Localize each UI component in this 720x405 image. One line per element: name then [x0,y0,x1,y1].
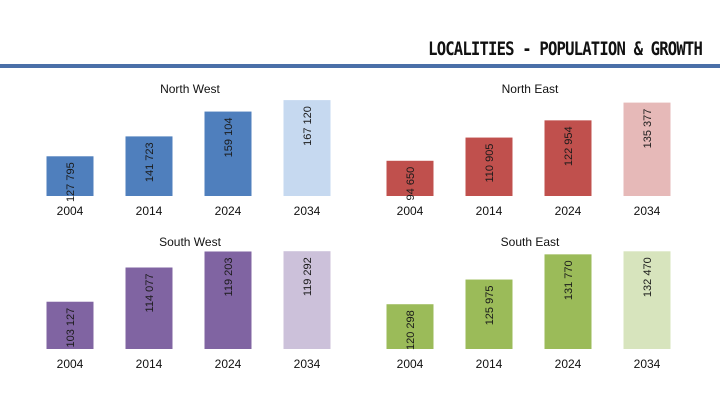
value-label: 119 203 [223,257,235,296]
chart-south-west-svg: 103 127 2004 114 077 2014 119 203 2024 119 292… [46,251,331,371]
value-label: 132 470 [642,257,654,297]
category-label: 2014 [136,357,163,371]
value-label: 127 795 [65,162,77,202]
bar-2034 [623,251,671,349]
value-label: 167 120 [302,106,314,146]
value-label: 141 723 [144,142,156,182]
bar-2004 [386,160,434,196]
page-title: LOCALITIES - POPULATION & GROWTH [428,38,703,60]
value-label: 159 104 [223,118,235,158]
chart-south-east-svg: 120 298 2004 125 975 2014 131 770 2024 132 470… [386,251,671,371]
category-label: 2014 [476,357,503,371]
bar-2004 [386,304,434,349]
category-label: 2004 [397,204,424,218]
bar-2014 [125,267,173,349]
chart-title: North West [160,82,220,96]
bar-2024 [544,120,592,196]
value-label: 119 292 [302,257,314,296]
chart-north-west-svg: 127 795 2004 141 723 2014 159 104 2024 167 120… [46,100,331,218]
category-label: 2034 [294,204,321,218]
bar-2034 [283,251,331,349]
bar-2024 [204,111,252,196]
bar-2024 [204,251,252,349]
chart-title: South East [500,235,560,249]
category-label: 2014 [136,204,163,218]
category-label: 2034 [634,357,661,371]
category-label: 2034 [634,204,661,218]
title-divider [0,64,720,68]
bar-2014 [465,279,513,349]
category-label: 2024 [555,204,582,218]
value-label: 125 975 [484,286,496,326]
value-label: 131 770 [563,260,575,300]
value-label: 103 127 [65,308,77,348]
category-label: 2004 [397,357,424,371]
category-label: 2024 [555,357,582,371]
bar-2034 [623,102,671,196]
chart-north-west: North West 127 795 2004 141 723 2014 159 104… [30,82,350,232]
chart-north-east-svg: 94 650 2004 110 905 2014 122 954 2024 135 377 2… [386,102,671,218]
value-label: 122 954 [563,126,575,166]
bar-2004 [46,156,94,196]
bar-2014 [125,136,173,196]
category-label: 2034 [294,357,321,371]
chart-north-east: North East 94 650 2004 110 905 2014 122 954 2… [370,82,690,232]
bar-2004 [46,301,94,349]
bar-2034 [283,100,331,196]
chart-south-east: South East 120 298 2004 125 975 2014 131 770… [370,235,690,385]
bar-2024 [544,254,592,349]
category-label: 2024 [215,357,242,371]
category-label: 2014 [476,204,503,218]
chart-title: North East [501,82,559,96]
chart-title: South West [159,235,221,249]
bar-2014 [465,137,513,196]
value-label: 94 650 [405,167,417,201]
chart-south-west: South West 103 127 2004 114 077 2014 119 203… [30,235,350,385]
category-label: 2004 [57,204,84,218]
value-label: 120 298 [405,310,417,350]
value-label: 114 077 [144,274,156,313]
value-label: 110 905 [484,144,496,183]
value-label: 135 377 [642,109,654,149]
category-label: 2004 [57,357,84,371]
category-label: 2024 [215,204,242,218]
